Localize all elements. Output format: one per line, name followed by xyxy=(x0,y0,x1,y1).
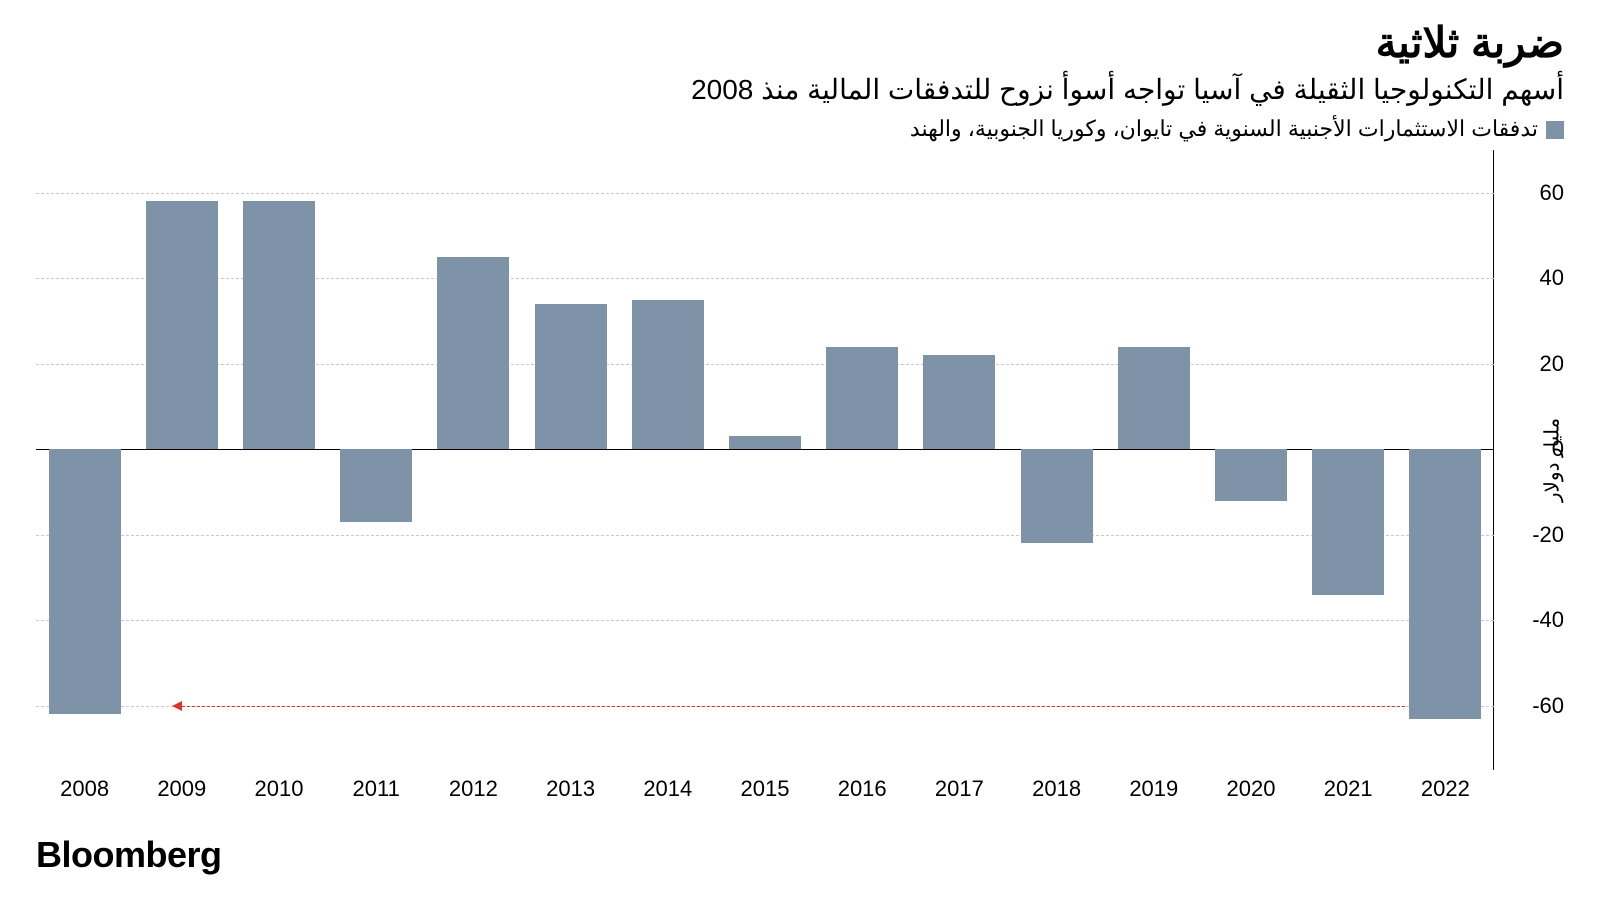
y-axis-line xyxy=(1493,150,1494,770)
x-tick-label: 2011 xyxy=(353,776,400,802)
x-tick-label: 2014 xyxy=(643,776,692,802)
legend: تدفقات الاستثمارات الأجنبية السنوية في ت… xyxy=(36,116,1564,142)
x-tick-label: 2017 xyxy=(935,776,984,802)
gridline xyxy=(36,535,1494,536)
x-tick-label: 2019 xyxy=(1129,776,1178,802)
bar xyxy=(437,257,509,449)
y-tick-label: -20 xyxy=(1532,522,1564,548)
bar xyxy=(243,201,315,449)
legend-label: تدفقات الاستثمارات الأجنبية السنوية في ت… xyxy=(910,116,1538,141)
bar xyxy=(729,436,801,449)
bar xyxy=(1021,449,1093,543)
chart-subtitle: أسهم التكنولوجيا الثقيلة في آسيا تواجه أ… xyxy=(36,73,1564,106)
y-tick-label: 20 xyxy=(1540,351,1564,377)
bar xyxy=(1312,449,1384,594)
x-tick-label: 2013 xyxy=(546,776,595,802)
legend-swatch xyxy=(1546,121,1564,139)
y-tick-label: -60 xyxy=(1532,693,1564,719)
y-tick-label: -40 xyxy=(1532,607,1564,633)
x-tick-label: 2016 xyxy=(838,776,887,802)
plot xyxy=(36,150,1494,770)
annotation-arrow-line xyxy=(182,706,1406,707)
chart-area: 6040200-20-40-60 مليار دولار xyxy=(36,150,1564,770)
bar xyxy=(1215,449,1287,500)
y-tick-label: 40 xyxy=(1540,265,1564,291)
x-tick-label: 2018 xyxy=(1032,776,1081,802)
annotation-arrow-head xyxy=(172,701,182,711)
source-label: Bloomberg xyxy=(36,834,1564,876)
x-tick-label: 2020 xyxy=(1227,776,1276,802)
x-tick-label: 2008 xyxy=(60,776,109,802)
bar xyxy=(632,300,704,450)
bar xyxy=(146,201,218,449)
y-axis-title: مليار دولار xyxy=(1539,418,1564,502)
x-tick-label: 2009 xyxy=(157,776,206,802)
gridline xyxy=(36,620,1494,621)
chart-title: ضربة ثلاثية xyxy=(36,18,1564,67)
y-tick-label: 60 xyxy=(1540,180,1564,206)
bar xyxy=(1409,449,1481,718)
bar xyxy=(49,449,121,714)
x-tick-label: 2010 xyxy=(255,776,304,802)
gridline xyxy=(36,193,1494,194)
bar xyxy=(340,449,412,522)
x-tick-label: 2015 xyxy=(741,776,790,802)
bar xyxy=(1118,347,1190,450)
x-tick-label: 2022 xyxy=(1421,776,1470,802)
bar xyxy=(923,355,995,449)
x-tick-label: 2012 xyxy=(449,776,498,802)
bar xyxy=(535,304,607,449)
bar xyxy=(826,347,898,450)
x-tick-label: 2021 xyxy=(1324,776,1373,802)
x-axis-labels: 2008 2009 2010 2011 2012 2013 2014 2015 2016 2017… xyxy=(36,776,1494,816)
